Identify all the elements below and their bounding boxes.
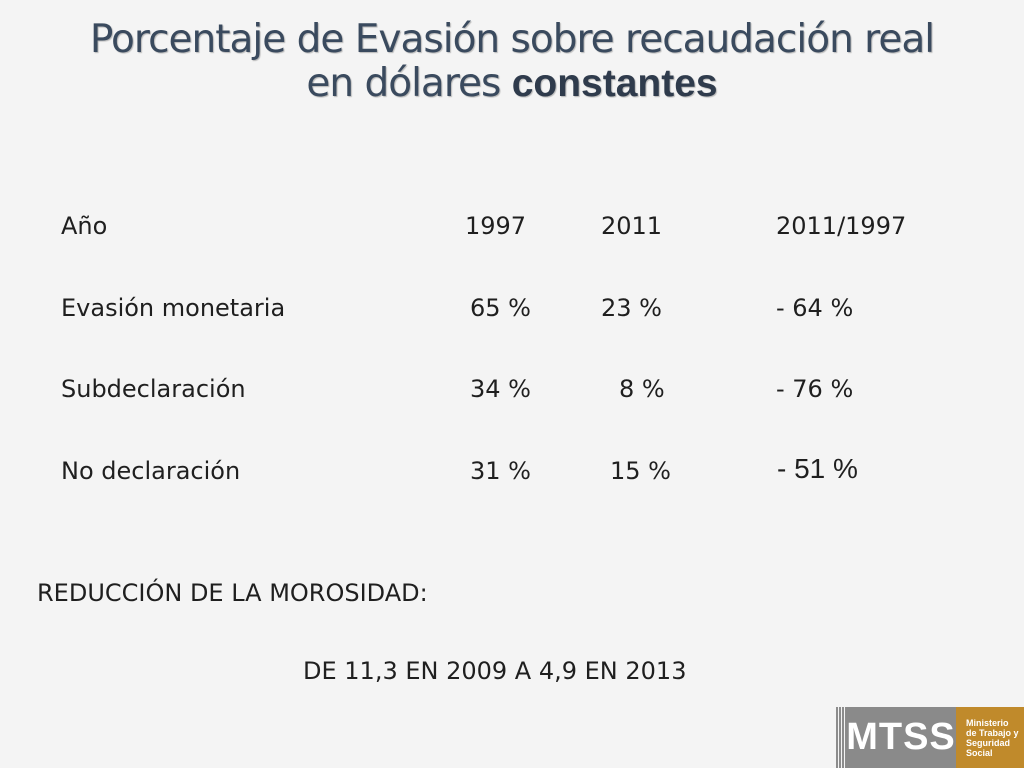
row-subdeclaracion-ratio: - 76 %	[776, 375, 854, 403]
logo-line-1: Ministerio	[966, 718, 1009, 728]
logo-line-2: de Trabajo y	[966, 728, 1019, 738]
header-year-label: Año	[61, 212, 108, 240]
logo-line-3: Seguridad	[966, 738, 1011, 748]
row-evasion-2011: 23 %	[601, 294, 662, 322]
page-title: Porcentaje de Evasión sobre recaudación …	[0, 18, 1024, 106]
header-1997: 1997	[465, 212, 527, 240]
row-no-declaracion-1997: 31 %	[470, 457, 531, 485]
row-no-declaracion-ratio: - 51 %	[777, 453, 858, 484]
row-subdeclaracion-2011: 8 %	[619, 375, 665, 403]
reduccion-heading: REDUCCIÓN DE LA MOROSIDAD:	[37, 579, 428, 607]
logo-line-4: Social	[966, 748, 993, 758]
title-line-2: en dólares constantes	[0, 62, 1024, 106]
row-evasion-ratio: - 64 %	[776, 294, 854, 322]
row-evasion-label: Evasión monetaria	[61, 294, 286, 322]
row-no-declaracion-label: No declaración	[61, 457, 241, 485]
row-subdeclaracion-1997: 34 %	[470, 375, 531, 403]
row-evasion-1997: 65 %	[470, 294, 531, 322]
logo-acronym: MTSS	[846, 707, 956, 768]
mtss-logo: MTSS Ministerio de Trabajo y Seguridad S…	[836, 707, 1024, 768]
row-no-declaracion-2011: 15 %	[610, 457, 671, 485]
row-subdeclaracion-label: Subdeclaración	[61, 375, 246, 403]
header-2011: 2011	[601, 212, 663, 240]
header-ratio: 2011/1997	[776, 212, 907, 240]
title-line-1: Porcentaje de Evasión sobre recaudación …	[89, 17, 935, 62]
title-line-2-normal: en dólares	[306, 61, 512, 106]
morosidad-detail: DE 11,3 EN 2009 A 4,9 EN 2013	[303, 657, 687, 685]
title-line-2-bold: constantes	[511, 62, 718, 105]
logo-stripes	[836, 707, 846, 768]
logo-ministry-name: Ministerio de Trabajo y Seguridad Social	[956, 707, 1024, 768]
